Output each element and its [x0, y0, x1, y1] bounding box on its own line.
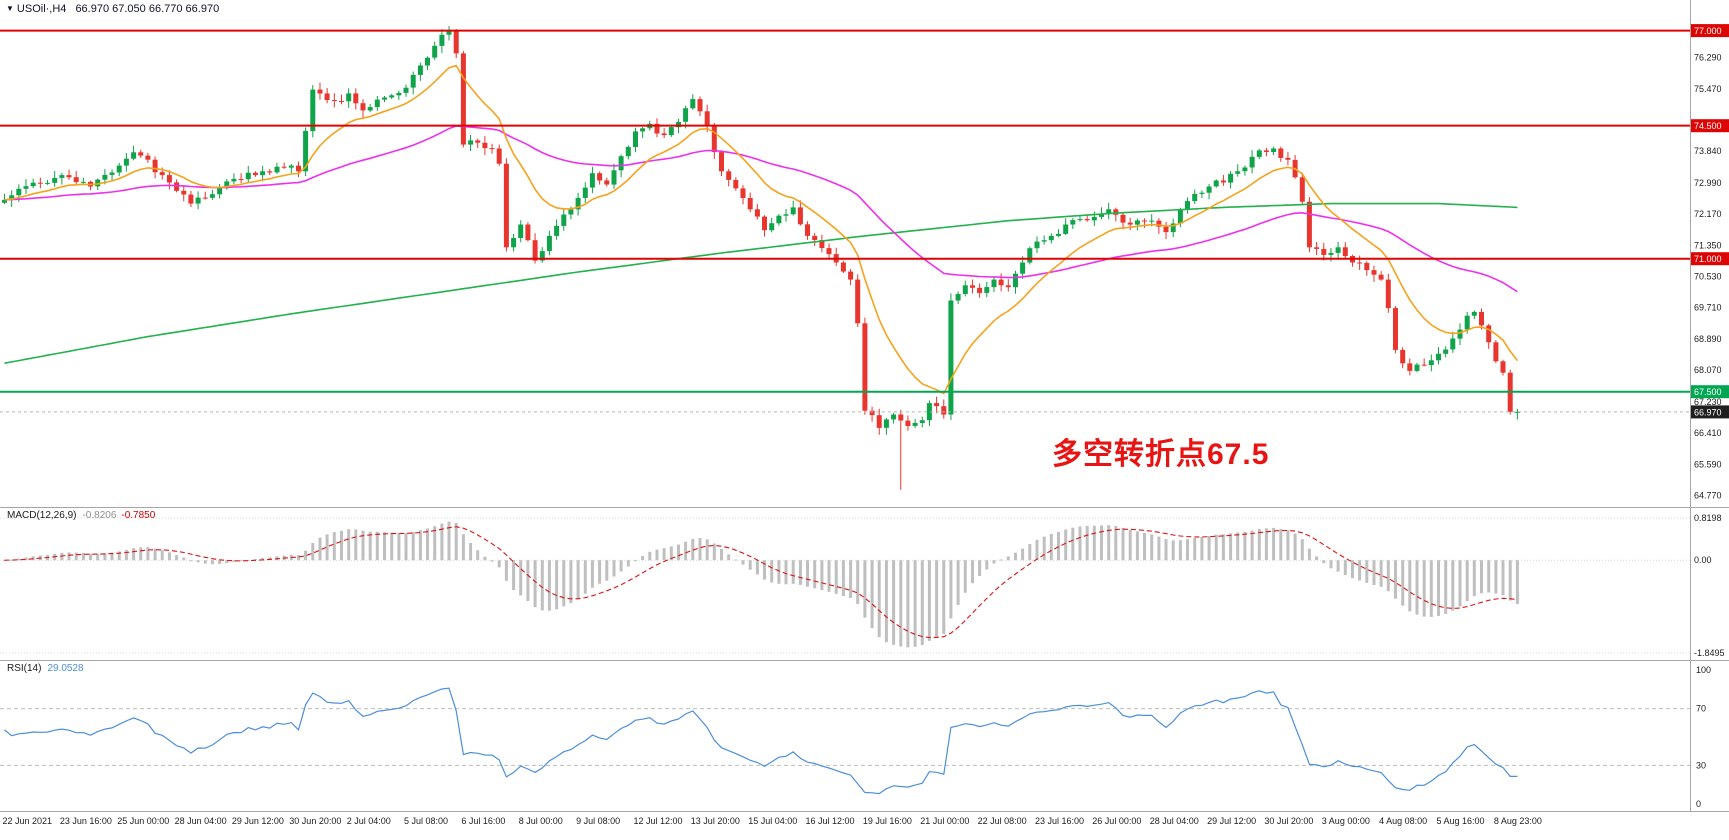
time-label: 15 Jul 04:00 [748, 816, 797, 826]
macd-signal-line [4, 526, 1518, 639]
price-tick: 73.840 [1694, 146, 1722, 156]
price-tick: 68.070 [1694, 365, 1722, 375]
macd-indicator-label: MACD(12,26,9) -0.8206 -0.7850 [7, 510, 155, 521]
rsi-axis-tick: 0 [1696, 799, 1701, 809]
time-label: 28 Jun 04:00 [175, 816, 227, 826]
macd-name: MACD(12,26,9) [7, 510, 77, 521]
price-tick: 67.230 [1694, 397, 1722, 407]
candles-layer [2, 26, 1520, 490]
time-axis: 22 Jun 2021 23 Jun 16:00 25 Jun 00:00 28 Ju… [3, 816, 1542, 826]
price-tick: 69.710 [1694, 303, 1722, 313]
rsi-axis-tick: 30 [1696, 760, 1706, 770]
ma-fast-line [4, 64, 1519, 395]
ohlc-values: 66.970 67.050 66.770 66.970 [75, 3, 220, 15]
symbol-dropdown-icon[interactable]: ▼ [6, 4, 14, 13]
time-label: 23 Jun 16:00 [60, 816, 112, 826]
time-label: 4 Aug 08:00 [1379, 816, 1427, 826]
rsi-indicator-label: RSI(14) 29.0528 [7, 663, 84, 674]
price-level-badge: 71.000 [1694, 254, 1722, 264]
price-level-badge: 77.000 [1694, 26, 1722, 36]
time-label: 26 Jul 00:00 [1092, 816, 1141, 826]
macd-axis-tick: -1.8495 [1694, 648, 1725, 658]
time-label: 5 Aug 16:00 [1437, 816, 1485, 826]
price-scale[interactable]: 76.290 75.470 73.840 72.990 72.170 71.350 70.5… [1690, 0, 1729, 811]
price-level-badge: 74.500 [1694, 121, 1722, 131]
price-level-badge: 67.500 [1694, 387, 1722, 397]
price-tick: 76.290 [1694, 53, 1722, 63]
time-label: 6 Jul 16:00 [461, 816, 505, 826]
time-label: 25 Jun 00:00 [117, 816, 169, 826]
time-label: 21 Jul 00:00 [920, 816, 969, 826]
time-label: 22 Jul 08:00 [978, 816, 1027, 826]
time-label: 8 Aug 23:00 [1494, 816, 1542, 826]
horizontal-levels [0, 29, 1690, 413]
time-label: 13 Jul 20:00 [691, 816, 740, 826]
time-label: 9 Jul 08:00 [576, 816, 620, 826]
price-tick: 72.990 [1694, 178, 1722, 188]
time-label: 30 Jul 20:00 [1264, 816, 1313, 826]
rsi-line [4, 687, 1518, 795]
price-tick: 72.170 [1694, 209, 1722, 219]
macd-grid: 0.8198 0.00 -1.8495 [0, 513, 1725, 658]
rsi-axis-tick: 70 [1696, 704, 1706, 714]
macd-main-value: -0.8206 [82, 510, 117, 521]
price-tick: 66.410 [1694, 428, 1722, 438]
macd-axis-tick: 0.8198 [1694, 513, 1722, 523]
time-label: 19 Jul 16:00 [863, 816, 912, 826]
time-label: 29 Jul 12:00 [1207, 816, 1256, 826]
ma-mid-line [4, 125, 1518, 293]
rsi-name: RSI(14) [7, 663, 42, 674]
symbol-title: USOil·,H4 [16, 3, 67, 15]
current-price-badge: 66.970 [1694, 407, 1722, 417]
macd-signal-value: -0.7850 [121, 510, 156, 521]
rsi-axis-tick: 100 [1696, 665, 1711, 675]
time-label: 28 Jul 04:00 [1150, 816, 1199, 826]
symbol-title-bar: ▼ USOil·,H4 66.970 67.050 66.770 66.970 [6, 3, 219, 15]
time-label: 5 Jul 08:00 [404, 816, 448, 826]
time-scale-area[interactable] [0, 812, 1690, 840]
price-tick: 64.770 [1694, 491, 1722, 501]
time-label: 3 Aug 00:00 [1322, 816, 1370, 826]
price-tick: 75.470 [1694, 84, 1722, 94]
time-label: 2 Jul 04:00 [347, 816, 391, 826]
price-tick: 68.890 [1694, 334, 1722, 344]
price-tick: 65.590 [1694, 459, 1722, 469]
rsi-value: 29.0528 [47, 663, 84, 674]
price-tick: 71.350 [1694, 240, 1722, 250]
chart-plot-area[interactable] [0, 0, 1690, 507]
time-label: 30 Jun 20:00 [289, 816, 341, 826]
rsi-grid: 100 70 30 0 [0, 665, 1711, 809]
ma-slow-line [4, 202, 1518, 364]
chart-annotation-text: 多空转折点67.5 [1052, 438, 1270, 471]
time-label: 23 Jul 16:00 [1035, 816, 1084, 826]
macd-histogram [3, 521, 1519, 648]
macd-axis-tick: 0.00 [1694, 555, 1712, 565]
time-label: 16 Jul 12:00 [806, 816, 855, 826]
time-label: 8 Jul 00:00 [519, 816, 563, 826]
time-label: 22 Jun 2021 [3, 816, 53, 826]
time-label: 12 Jul 12:00 [634, 816, 683, 826]
price-tick: 70.530 [1694, 272, 1722, 282]
time-label: 29 Jun 12:00 [232, 816, 284, 826]
